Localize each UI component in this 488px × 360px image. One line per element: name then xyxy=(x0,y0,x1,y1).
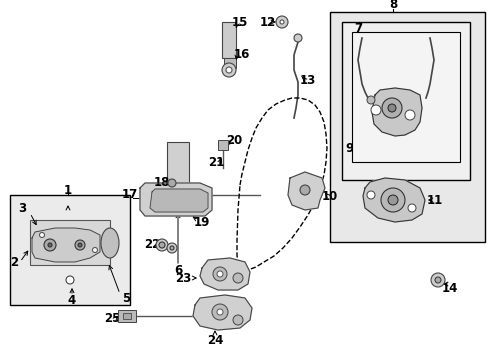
Circle shape xyxy=(156,239,168,251)
Circle shape xyxy=(170,246,174,250)
Text: 17: 17 xyxy=(122,189,138,202)
Circle shape xyxy=(44,239,56,251)
Circle shape xyxy=(78,243,82,247)
Text: 1: 1 xyxy=(64,184,72,197)
Bar xyxy=(224,58,236,68)
Circle shape xyxy=(167,243,177,253)
Circle shape xyxy=(48,243,52,247)
Text: 23: 23 xyxy=(175,271,191,284)
Text: 25: 25 xyxy=(103,311,120,324)
Bar xyxy=(351,32,459,162)
Text: 15: 15 xyxy=(231,15,248,28)
Text: 9: 9 xyxy=(425,145,433,158)
Polygon shape xyxy=(371,88,421,136)
Circle shape xyxy=(293,34,302,42)
Text: 10: 10 xyxy=(321,189,337,202)
Polygon shape xyxy=(200,258,249,290)
Circle shape xyxy=(222,63,236,77)
Text: 6: 6 xyxy=(174,264,182,276)
Circle shape xyxy=(232,273,243,283)
Circle shape xyxy=(168,179,176,187)
Text: 16: 16 xyxy=(233,49,250,62)
Circle shape xyxy=(275,16,287,28)
Circle shape xyxy=(40,233,44,238)
Circle shape xyxy=(299,185,309,195)
Text: 11: 11 xyxy=(426,194,442,207)
Circle shape xyxy=(370,105,380,115)
Text: 19: 19 xyxy=(193,216,210,229)
Text: 8: 8 xyxy=(388,0,396,12)
Polygon shape xyxy=(193,295,251,330)
Circle shape xyxy=(366,96,374,104)
Polygon shape xyxy=(140,183,212,216)
Text: 3: 3 xyxy=(18,202,26,215)
Circle shape xyxy=(225,67,231,73)
Bar xyxy=(118,310,136,322)
Polygon shape xyxy=(150,189,207,212)
Circle shape xyxy=(232,315,243,325)
Circle shape xyxy=(366,191,374,199)
Polygon shape xyxy=(32,228,100,262)
Circle shape xyxy=(430,273,444,287)
Circle shape xyxy=(75,240,85,250)
Text: 4: 4 xyxy=(68,293,76,306)
Text: 12: 12 xyxy=(259,15,276,28)
Circle shape xyxy=(92,248,97,252)
Circle shape xyxy=(380,188,404,212)
Circle shape xyxy=(434,277,440,283)
Bar xyxy=(329,12,484,242)
Circle shape xyxy=(212,304,227,320)
Bar xyxy=(218,140,227,150)
Ellipse shape xyxy=(101,228,119,258)
Circle shape xyxy=(66,276,74,284)
Circle shape xyxy=(217,271,223,277)
Polygon shape xyxy=(287,172,325,210)
Bar xyxy=(341,22,469,180)
Bar xyxy=(30,220,110,265)
Bar xyxy=(167,142,189,210)
Bar xyxy=(10,195,130,305)
Text: 21: 21 xyxy=(207,156,224,168)
Circle shape xyxy=(407,204,415,212)
Text: 2: 2 xyxy=(10,256,18,269)
Bar xyxy=(123,313,131,319)
Text: 22: 22 xyxy=(143,238,160,252)
Text: 18: 18 xyxy=(154,175,170,189)
Circle shape xyxy=(387,195,397,205)
Text: 14: 14 xyxy=(441,282,457,294)
Circle shape xyxy=(159,242,164,248)
Bar xyxy=(222,22,236,58)
Text: 9: 9 xyxy=(344,141,352,154)
Text: 13: 13 xyxy=(299,73,315,86)
Circle shape xyxy=(213,267,226,281)
Circle shape xyxy=(280,20,284,24)
Text: 24: 24 xyxy=(206,333,223,346)
Text: 20: 20 xyxy=(225,134,242,147)
Text: 5: 5 xyxy=(122,292,130,305)
Circle shape xyxy=(404,110,414,120)
Circle shape xyxy=(387,104,395,112)
Circle shape xyxy=(381,98,401,118)
Circle shape xyxy=(217,309,223,315)
Text: 7: 7 xyxy=(353,22,361,35)
Polygon shape xyxy=(362,178,424,222)
